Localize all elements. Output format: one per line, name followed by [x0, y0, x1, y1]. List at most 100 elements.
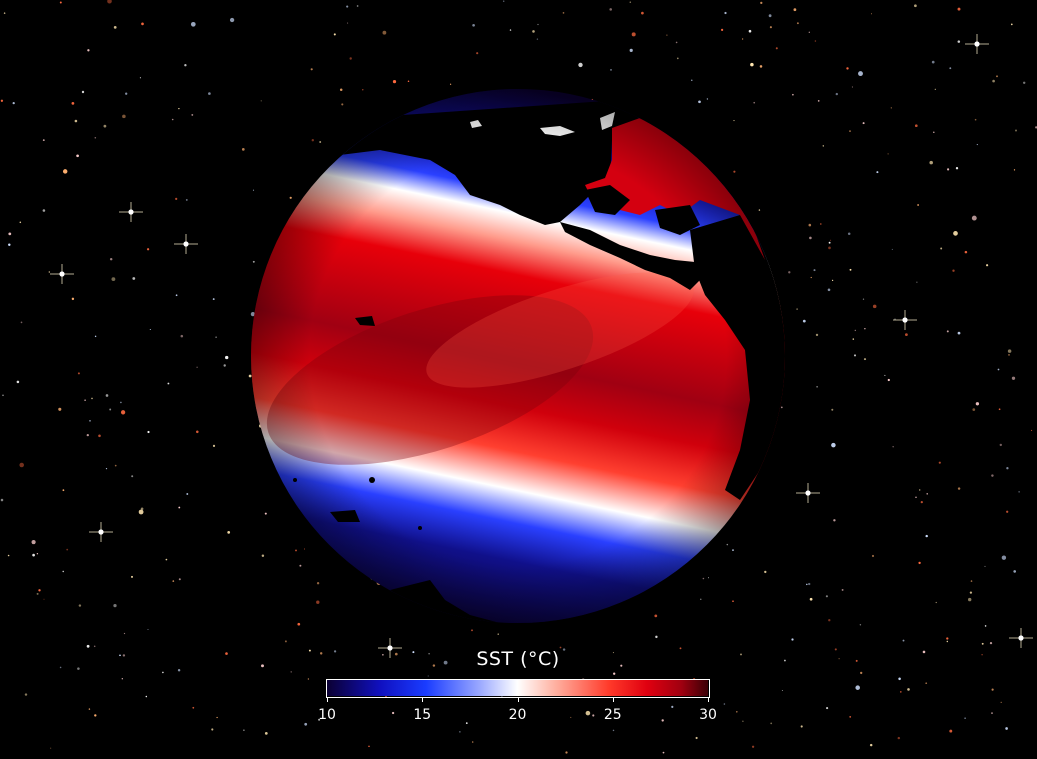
star — [16, 380, 20, 384]
star — [19, 221, 22, 224]
star — [849, 716, 852, 718]
star — [946, 640, 949, 643]
star — [808, 31, 810, 33]
star — [855, 685, 860, 690]
star — [578, 62, 583, 68]
star — [140, 507, 144, 511]
star — [339, 88, 343, 92]
star — [612, 652, 614, 654]
star — [871, 554, 875, 558]
star — [192, 706, 195, 709]
star — [609, 8, 612, 11]
star — [1022, 81, 1026, 85]
star — [1010, 23, 1013, 26]
star — [750, 62, 754, 67]
bright-star — [1009, 628, 1033, 648]
star — [184, 64, 187, 67]
star — [252, 189, 255, 191]
star — [918, 561, 921, 565]
star — [986, 264, 989, 267]
star — [89, 420, 91, 422]
star — [1011, 376, 1016, 380]
star — [831, 442, 836, 448]
globe — [251, 89, 785, 623]
star — [629, 48, 633, 53]
star — [907, 688, 910, 691]
star — [964, 250, 968, 254]
star — [1008, 354, 1010, 356]
star — [700, 598, 702, 600]
star — [1005, 727, 1008, 730]
star — [109, 408, 112, 411]
star — [732, 549, 734, 551]
star — [1007, 349, 1012, 353]
star — [225, 355, 229, 360]
bright-star — [796, 483, 820, 503]
star — [898, 677, 901, 681]
star — [1015, 129, 1017, 132]
star — [1018, 491, 1020, 493]
star — [349, 57, 352, 60]
star — [825, 595, 828, 598]
star — [2, 394, 4, 397]
star — [139, 77, 141, 79]
colorbar-tick-label: 10 — [318, 707, 336, 723]
star — [753, 101, 756, 104]
star — [1013, 570, 1017, 573]
star — [248, 374, 252, 378]
star — [989, 641, 993, 645]
star — [934, 88, 936, 90]
star — [935, 601, 937, 604]
star — [946, 637, 949, 640]
star — [471, 629, 473, 632]
star — [769, 26, 772, 29]
star — [742, 720, 744, 722]
star — [854, 329, 856, 332]
star — [36, 553, 39, 555]
star — [208, 92, 211, 95]
star — [476, 52, 479, 55]
star — [114, 464, 117, 467]
star — [884, 374, 886, 376]
star — [559, 646, 562, 649]
colorbar-tick-label: 20 — [508, 707, 527, 723]
star — [849, 268, 852, 271]
star — [180, 334, 184, 338]
star — [12, 101, 15, 105]
star — [585, 710, 591, 716]
star — [981, 642, 984, 645]
star — [733, 120, 735, 122]
colorbar-tick-mark — [422, 697, 424, 702]
star — [107, 0, 112, 4]
star — [764, 570, 767, 574]
bright-star — [893, 310, 917, 330]
star — [48, 271, 50, 273]
star — [310, 68, 313, 71]
star — [892, 446, 894, 448]
star — [641, 11, 644, 15]
colorbar-tick-mark — [517, 697, 519, 702]
star — [319, 652, 323, 655]
star — [31, 540, 36, 545]
star — [827, 288, 831, 292]
star — [77, 667, 80, 670]
star — [957, 487, 961, 490]
star — [676, 57, 679, 60]
star — [788, 271, 791, 274]
star — [949, 729, 953, 733]
bright-star — [119, 202, 143, 222]
star — [211, 728, 214, 731]
star — [791, 638, 794, 641]
star — [826, 707, 829, 710]
star — [723, 703, 726, 705]
star — [846, 67, 849, 70]
star — [165, 558, 168, 561]
star — [122, 654, 126, 657]
star — [661, 719, 664, 722]
star — [362, 89, 364, 91]
star — [814, 40, 817, 42]
star — [833, 519, 836, 522]
star — [196, 366, 198, 368]
